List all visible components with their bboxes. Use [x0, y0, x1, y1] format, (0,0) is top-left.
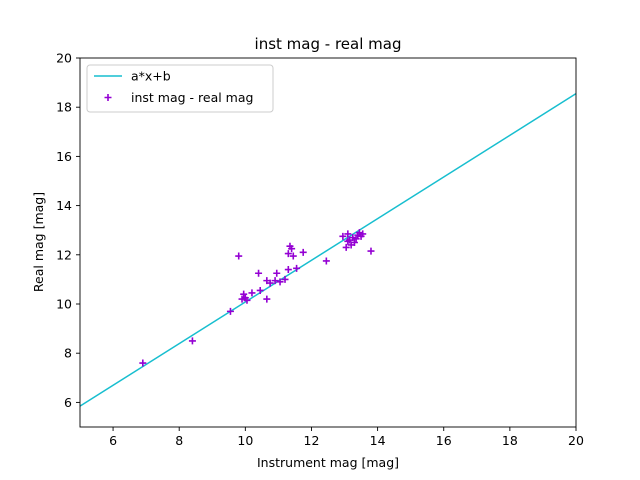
legend-fit-line-label: a*x+b: [131, 69, 171, 84]
y-tick-label: 10: [56, 297, 72, 312]
x-tick-label: 16: [436, 433, 452, 448]
x-tick-label: 6: [109, 433, 117, 448]
data-point: [288, 245, 296, 253]
data-point: [238, 295, 246, 303]
y-axis-label: Real mag [mag]: [31, 192, 46, 292]
data-point: [248, 289, 256, 297]
legend-box: [86, 64, 274, 113]
data-point: [299, 248, 307, 256]
fit-line: [80, 93, 576, 407]
data-point: [367, 247, 375, 255]
y-tick-label: 16: [56, 149, 72, 164]
data-point: [359, 230, 367, 238]
data-point: [284, 266, 292, 274]
axes-frame: [79, 57, 577, 428]
y-tick-label: 12: [56, 247, 72, 262]
data-point: [281, 275, 289, 283]
x-tick-label: 8: [175, 433, 183, 448]
x-axis-label: Instrument mag [mag]: [257, 455, 399, 470]
data-point: [235, 252, 243, 260]
chart-title: inst mag - real mag: [255, 35, 402, 53]
data-point: [342, 243, 350, 251]
data-point: [188, 337, 196, 345]
data-point: [271, 277, 279, 285]
y-tick-label: 14: [56, 198, 72, 213]
legend-plus-marker: [104, 94, 112, 101]
data-point: [276, 278, 284, 286]
data-point: [293, 264, 301, 272]
y-tick-label: 6: [64, 395, 72, 410]
data-point: [273, 269, 281, 277]
data-point: [339, 232, 347, 240]
legend-scatter-label: inst mag - real mag: [131, 90, 253, 105]
x-tick-label: 12: [304, 433, 320, 448]
data-point: [349, 234, 357, 242]
data-point: [256, 286, 264, 294]
legend-scatter-swatch: [104, 94, 112, 101]
data-point: [322, 257, 330, 265]
x-tick-label: 10: [237, 433, 253, 448]
plot-area: 6 8 10 12 14 16 18 20 6 8 10 12 14 16 18 20: [56, 51, 584, 449]
data-point: [344, 230, 352, 238]
data-point: [243, 296, 251, 304]
data-point: [263, 295, 271, 303]
x-tick-label: 20: [568, 433, 584, 448]
legend: a*x+b inst mag - real mag: [86, 64, 274, 113]
data-point: [355, 229, 363, 237]
x-tick-label: 14: [370, 433, 386, 448]
y-tick-label: 8: [64, 346, 72, 361]
data-point: [139, 359, 147, 367]
data-point: [350, 239, 358, 246]
data-point: [266, 279, 274, 287]
data-point: [352, 235, 360, 243]
data-point: [255, 269, 263, 277]
x-tick-label: 18: [502, 433, 518, 448]
data-point: [226, 307, 234, 315]
data-point: [289, 252, 297, 260]
data-point: [284, 250, 292, 258]
y-tick-label: 20: [56, 51, 72, 66]
y-tick-label: 18: [56, 100, 72, 115]
data-point: [240, 290, 248, 298]
